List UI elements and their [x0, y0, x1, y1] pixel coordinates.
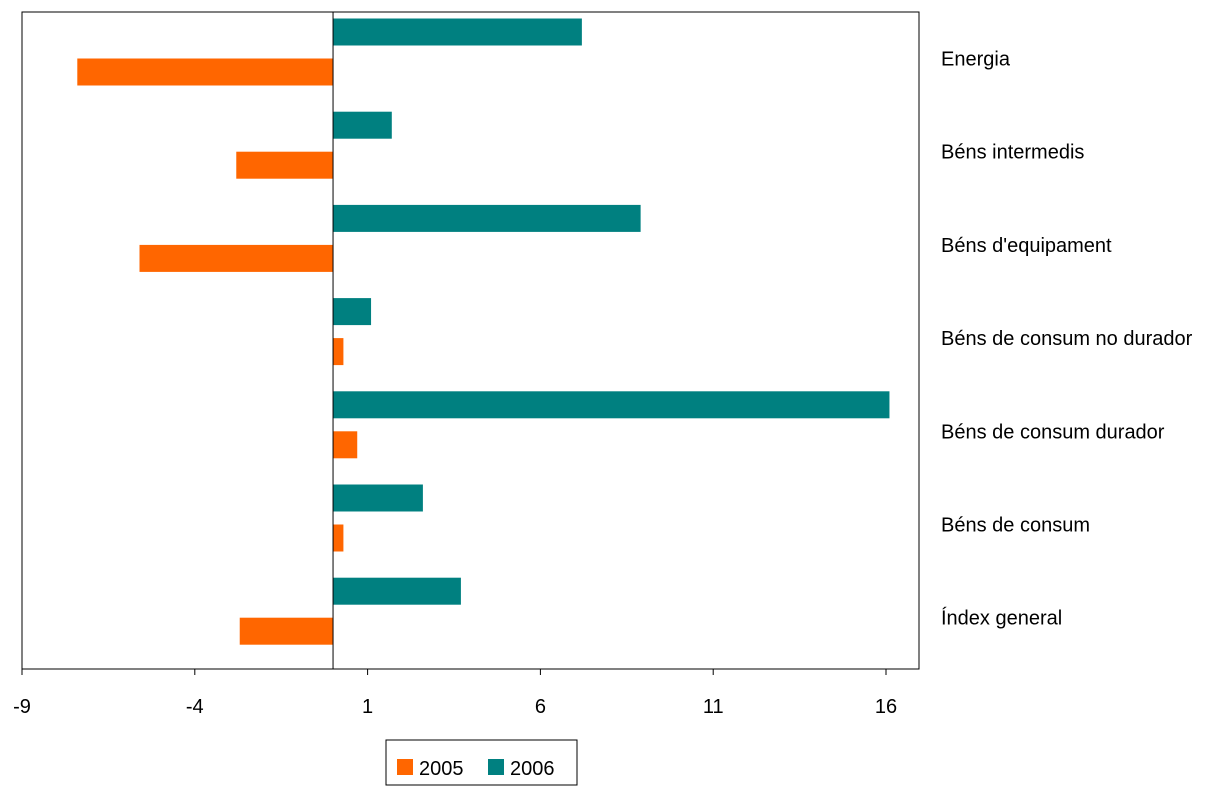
- bar-2006-2: [333, 111, 392, 139]
- category-label: Energia: [941, 49, 1011, 71]
- x-tick-label: 16: [875, 696, 897, 718]
- bar-2006-5: [333, 391, 890, 419]
- category-labels: Energia Béns intermedis Béns d'equipament B…: [941, 49, 1193, 630]
- legend-swatch-2005: [397, 759, 413, 775]
- bar-2005-2: [236, 151, 334, 179]
- bar-2006-7: [333, 577, 461, 605]
- bar-2005-7: [239, 617, 334, 645]
- category-label: Béns de consum durador: [941, 421, 1165, 443]
- plot-area: [21, 11, 920, 670]
- category-label: Béns de consum no durador: [941, 328, 1193, 350]
- legend-box: [385, 739, 578, 786]
- bar-2006-1: [333, 18, 582, 46]
- bar-2006-4: [333, 298, 372, 326]
- x-tick-label: 1: [362, 696, 373, 718]
- x-axis-ticks: -9 -4 1 6 11 16: [13, 669, 897, 718]
- bar-2005-1: [77, 58, 334, 86]
- bar-2005-4: [333, 338, 344, 366]
- category-label: Índex general: [941, 607, 1062, 630]
- x-tick-label: 11: [703, 696, 724, 718]
- bar-2005-5: [333, 431, 358, 459]
- legend-label-2006: 2006: [510, 758, 555, 780]
- bars-group: [77, 18, 890, 645]
- bar-2006-6: [333, 484, 423, 512]
- category-label: Béns d'equipament: [941, 235, 1112, 257]
- x-tick-label: -9: [13, 696, 31, 718]
- bar-2006-3: [333, 204, 641, 232]
- bar-2005-3: [139, 244, 334, 272]
- legend-swatch-2006: [488, 759, 504, 775]
- category-label: Béns de consum: [941, 515, 1090, 537]
- x-tick-label: 6: [535, 696, 546, 718]
- legend: 2005 2006: [385, 739, 578, 786]
- bar-2005-6: [333, 524, 344, 552]
- category-label: Béns intermedis: [941, 142, 1084, 164]
- legend-label-2005: 2005: [419, 758, 464, 780]
- x-tick-label: -4: [186, 696, 204, 718]
